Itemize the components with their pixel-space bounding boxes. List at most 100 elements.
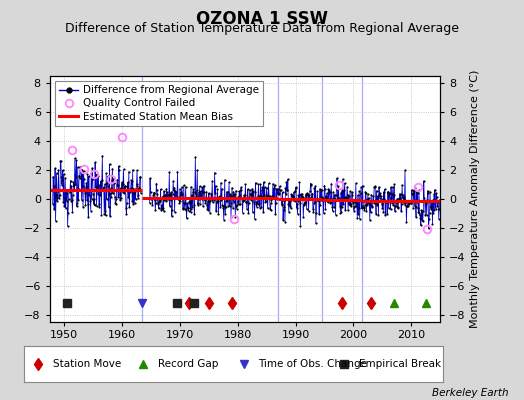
Point bbox=[295, 179, 303, 186]
Point bbox=[217, 180, 225, 186]
Point bbox=[68, 197, 76, 203]
Point bbox=[123, 184, 132, 191]
Point bbox=[97, 212, 105, 218]
Point bbox=[423, 188, 432, 194]
Point bbox=[169, 187, 178, 194]
Point bbox=[398, 194, 407, 201]
Point bbox=[234, 194, 243, 200]
Point bbox=[211, 190, 219, 196]
Point bbox=[238, 210, 247, 216]
Point bbox=[225, 203, 234, 209]
Point bbox=[130, 200, 139, 206]
Point bbox=[190, 211, 199, 218]
Point bbox=[75, 172, 83, 179]
Point bbox=[354, 211, 363, 217]
Point bbox=[308, 196, 316, 202]
Point bbox=[427, 204, 435, 210]
Point bbox=[333, 197, 342, 203]
Point bbox=[277, 196, 285, 202]
Point bbox=[247, 196, 255, 203]
Point bbox=[49, 174, 57, 180]
Point bbox=[120, 190, 128, 196]
Point bbox=[161, 194, 169, 200]
Point bbox=[265, 194, 273, 200]
Point bbox=[425, 216, 433, 222]
Point bbox=[156, 196, 164, 203]
Point bbox=[386, 198, 394, 204]
Point bbox=[260, 192, 268, 198]
Point bbox=[86, 197, 94, 204]
Point bbox=[116, 185, 125, 191]
Point bbox=[349, 200, 357, 206]
Point bbox=[356, 190, 365, 197]
Point bbox=[411, 185, 419, 191]
Point bbox=[397, 208, 405, 214]
Point bbox=[275, 190, 283, 197]
Point bbox=[167, 197, 175, 204]
Point bbox=[283, 186, 291, 193]
Point bbox=[154, 201, 162, 207]
Point bbox=[307, 182, 315, 188]
Point bbox=[303, 191, 312, 197]
Point bbox=[373, 198, 381, 204]
Point bbox=[73, 200, 81, 206]
Point bbox=[340, 195, 348, 201]
Point bbox=[365, 195, 373, 201]
Point bbox=[348, 192, 357, 198]
Point bbox=[416, 215, 424, 221]
Point bbox=[373, 202, 381, 208]
Point bbox=[208, 178, 216, 184]
Point bbox=[422, 212, 431, 218]
Point bbox=[116, 197, 124, 204]
Point bbox=[73, 164, 82, 170]
Point bbox=[344, 207, 352, 214]
Point bbox=[403, 203, 411, 209]
Point bbox=[424, 225, 433, 232]
Point bbox=[401, 167, 409, 173]
Point bbox=[115, 167, 123, 173]
Point bbox=[367, 209, 375, 216]
Point bbox=[117, 182, 126, 188]
Point bbox=[414, 204, 422, 211]
Point bbox=[395, 197, 403, 203]
Point bbox=[351, 203, 359, 209]
Text: Station Move: Station Move bbox=[53, 359, 121, 369]
Point bbox=[233, 206, 241, 212]
Point bbox=[304, 192, 312, 198]
Point bbox=[369, 193, 377, 199]
Point bbox=[165, 192, 173, 198]
Point bbox=[259, 179, 268, 185]
Point bbox=[134, 192, 143, 198]
Point bbox=[170, 209, 179, 216]
Point bbox=[371, 183, 379, 190]
Point bbox=[63, 190, 71, 196]
Point bbox=[282, 190, 290, 197]
Point bbox=[289, 197, 297, 204]
Point bbox=[198, 196, 206, 202]
Point bbox=[110, 180, 118, 186]
Point bbox=[122, 211, 130, 217]
Point bbox=[96, 191, 105, 198]
Point bbox=[58, 177, 67, 183]
Point bbox=[134, 194, 142, 201]
Point bbox=[368, 203, 376, 210]
Point bbox=[409, 204, 417, 211]
Point bbox=[186, 200, 194, 207]
Point bbox=[172, 193, 181, 200]
Point bbox=[421, 200, 430, 206]
Point bbox=[169, 178, 177, 184]
Point bbox=[404, 202, 412, 209]
Point bbox=[289, 193, 297, 200]
Point bbox=[339, 200, 347, 207]
Point bbox=[330, 204, 339, 210]
Point bbox=[346, 202, 355, 209]
Point bbox=[179, 205, 187, 211]
Point bbox=[243, 206, 251, 212]
Point bbox=[296, 222, 304, 229]
Point bbox=[428, 221, 436, 227]
Point bbox=[157, 207, 165, 213]
Point bbox=[329, 189, 337, 195]
Point bbox=[298, 193, 307, 200]
Point bbox=[324, 186, 333, 192]
Point bbox=[261, 199, 269, 206]
